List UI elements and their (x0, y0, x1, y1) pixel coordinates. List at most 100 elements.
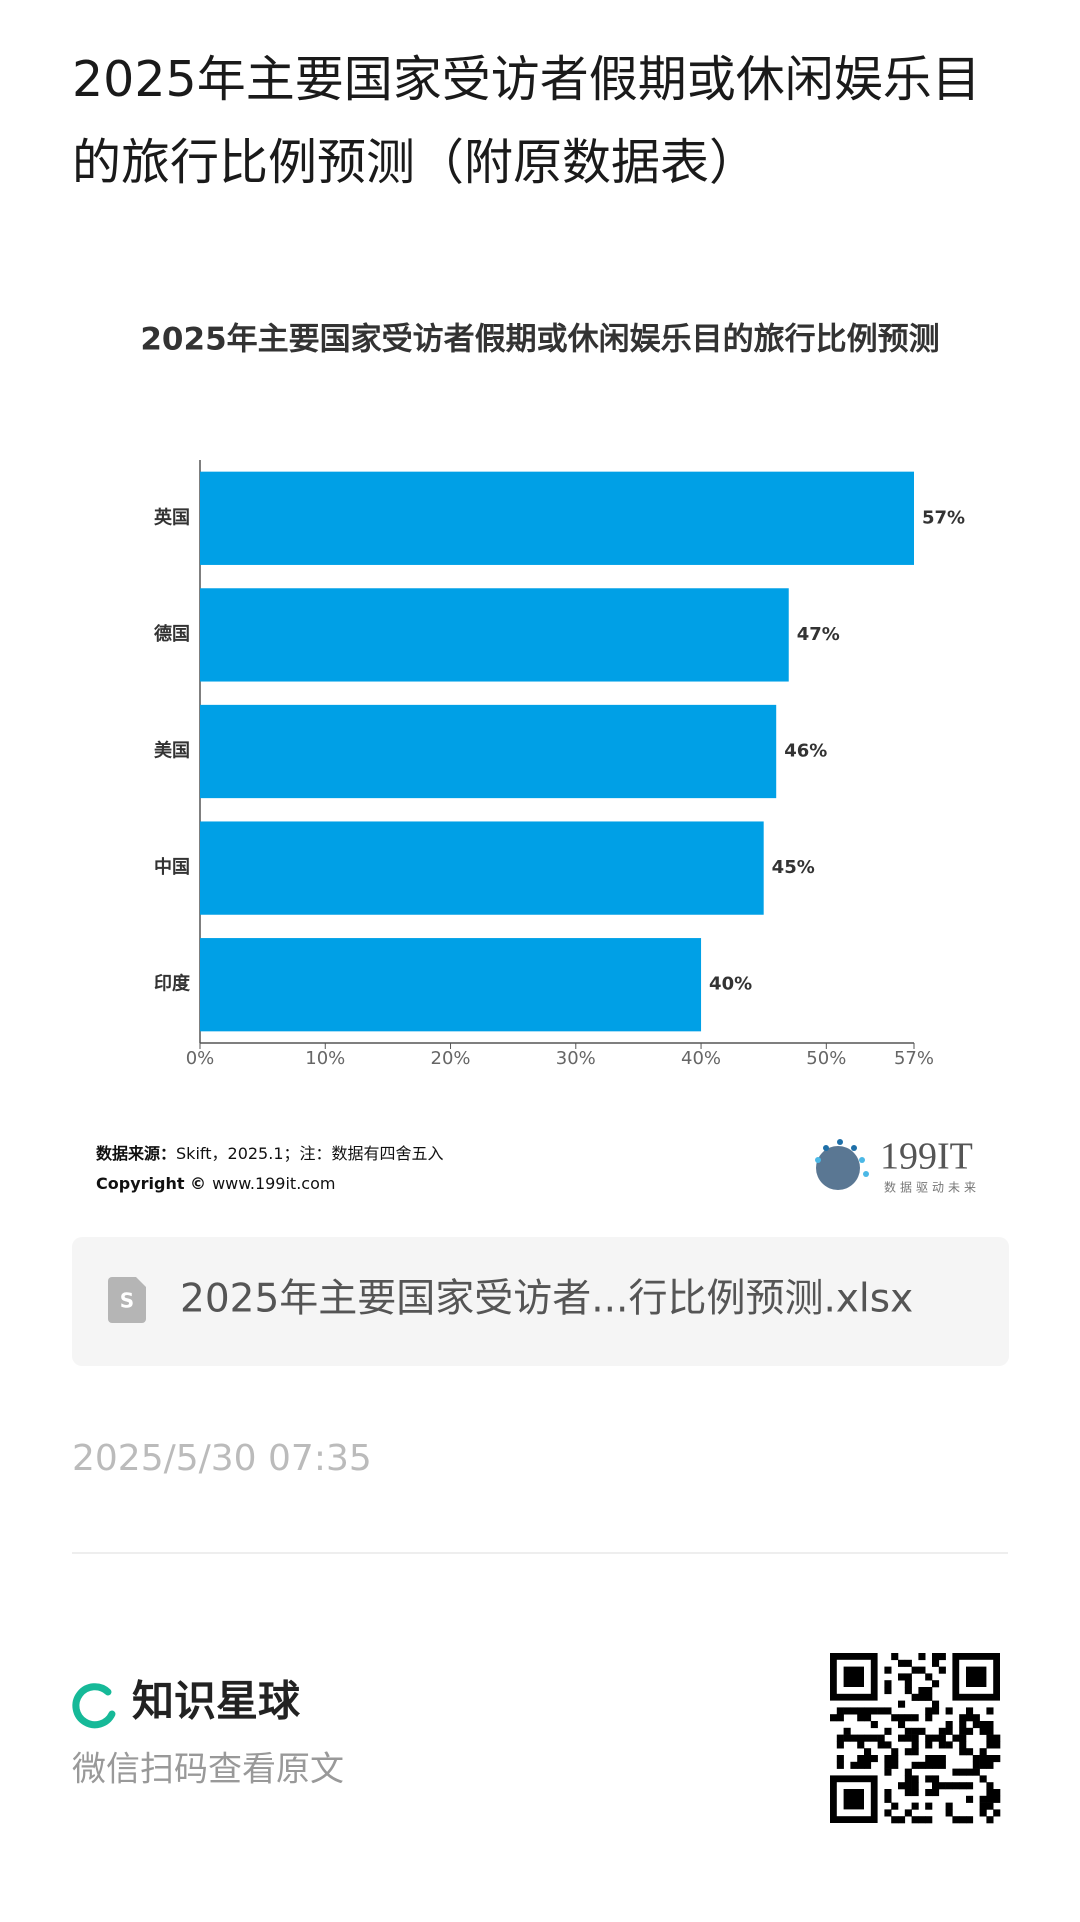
logo-mark (815, 1139, 869, 1190)
qr-module (986, 1782, 994, 1790)
svg-text:S: S (120, 1289, 134, 1313)
qr-module (918, 1693, 926, 1701)
qr-module (959, 1734, 967, 1742)
qr-module (850, 1734, 858, 1742)
value-label: 45% (772, 857, 815, 878)
qr-finder (843, 1666, 864, 1687)
qr-module (911, 1802, 919, 1810)
qr-module (918, 1727, 926, 1735)
qr-module (843, 1734, 851, 1742)
qr-module (891, 1748, 899, 1756)
qr-code (830, 1653, 1001, 1824)
qr-module (932, 1761, 940, 1769)
qr-module (993, 1741, 1001, 1749)
qr-module (884, 1680, 892, 1688)
qr-module (993, 1809, 1001, 1817)
source-label: 数据来源： (96, 1144, 176, 1163)
qr-module (952, 1768, 960, 1776)
qr-module (898, 1700, 906, 1708)
qr-module (857, 1755, 865, 1763)
qr-module (945, 1741, 953, 1749)
qr-module (904, 1673, 912, 1681)
qr-module (979, 1755, 987, 1763)
copyright-text: www.199it.com (212, 1174, 335, 1193)
qr-module (884, 1741, 892, 1749)
qr-module (972, 1721, 980, 1729)
qr-module (993, 1734, 1001, 1742)
value-label: 57% (922, 507, 965, 528)
qr-module (864, 1748, 872, 1756)
qr-module (850, 1707, 858, 1715)
qr-module (884, 1707, 892, 1715)
qr-module (952, 1734, 960, 1742)
y-tick-label: 美国 (154, 740, 190, 762)
attachment-name[interactable]: 2025年主要国家受访者...行比例预测.xlsx (180, 1277, 913, 1322)
qr-module (870, 1734, 878, 1742)
qr-module (932, 1755, 940, 1763)
qr-module (884, 1727, 892, 1735)
qr-module (932, 1653, 940, 1661)
qr-module (918, 1666, 926, 1674)
qr-module (925, 1693, 933, 1701)
value-label: 40% (709, 974, 752, 995)
qr-module (904, 1748, 912, 1756)
value-label: 47% (797, 624, 840, 645)
qr-module (870, 1755, 878, 1763)
qr-module (938, 1666, 946, 1674)
qr-module (959, 1782, 967, 1790)
qr-module (972, 1714, 980, 1722)
qr-module (898, 1782, 906, 1790)
qr-module (911, 1775, 919, 1783)
qr-module (904, 1687, 912, 1695)
qr-module (986, 1795, 994, 1803)
qr-module (938, 1755, 946, 1763)
qr-module (918, 1816, 926, 1824)
qr-module (932, 1700, 940, 1708)
qr-module (864, 1734, 872, 1742)
qr-module (925, 1741, 933, 1749)
qr-module (925, 1687, 933, 1695)
qr-module (959, 1816, 967, 1824)
qr-module (911, 1714, 919, 1722)
qr-module (925, 1802, 933, 1810)
qr-module (843, 1707, 851, 1715)
qr-module (918, 1687, 926, 1695)
qr-module (945, 1721, 953, 1729)
qr-module (857, 1707, 865, 1715)
qr-module (925, 1714, 933, 1722)
attachment-card[interactable] (72, 1237, 1009, 1366)
qr-module (911, 1816, 919, 1824)
y-tick-label: 英国 (153, 506, 190, 528)
qr-finder (843, 1789, 864, 1810)
qr-module (884, 1795, 892, 1803)
qr-module (938, 1782, 946, 1790)
qr-module (857, 1761, 865, 1769)
logo-tagline: 数据驱动未来 (884, 1180, 980, 1195)
qr-module (891, 1653, 899, 1661)
qr-module (864, 1755, 872, 1763)
qr-module (972, 1761, 980, 1769)
qr-module (966, 1795, 974, 1803)
qr-module (986, 1734, 994, 1742)
y-tick-label: 德国 (154, 623, 190, 645)
date: 2025/5/30 07:35 (72, 1438, 372, 1479)
qr-module (904, 1659, 912, 1667)
qr-module (986, 1707, 994, 1715)
qr-module (830, 1714, 838, 1722)
x-tick-label: 40% (681, 1048, 721, 1069)
qr-module (932, 1707, 940, 1715)
qr-module (836, 1714, 844, 1722)
qr-module (843, 1727, 851, 1735)
qr-module (938, 1741, 946, 1749)
qr-module (966, 1748, 974, 1756)
qr-module (904, 1734, 912, 1742)
qr-module (959, 1741, 967, 1749)
qr-module (836, 1755, 844, 1763)
x-tick-label: 20% (431, 1048, 471, 1069)
qr-module (932, 1659, 940, 1667)
qr-module (904, 1727, 912, 1735)
qr-module (877, 1707, 885, 1715)
qr-module (986, 1755, 994, 1763)
file-icon: S (108, 1277, 146, 1323)
qr-module (904, 1680, 912, 1688)
